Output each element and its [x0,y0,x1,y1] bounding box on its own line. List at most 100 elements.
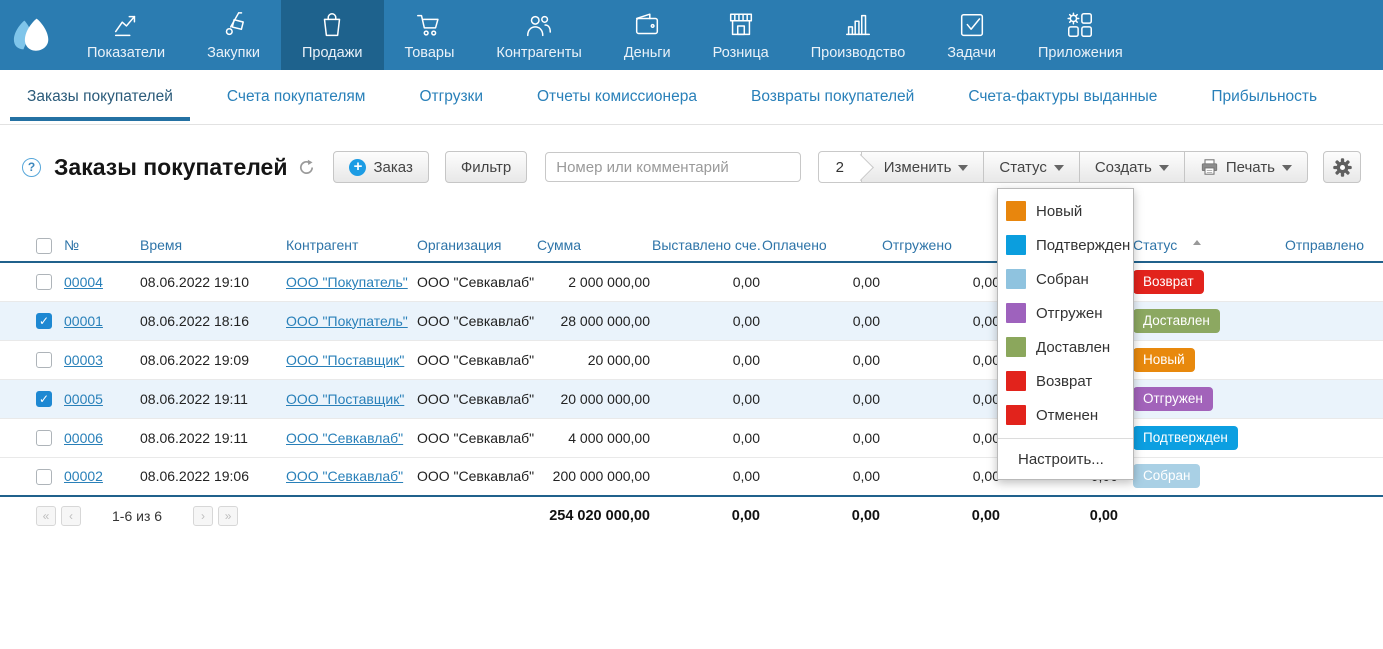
caret-down-icon [1282,165,1292,171]
section-tab[interactable]: Счета-фактуры выданные [941,70,1184,124]
table-row[interactable]: 00003 08.06.2022 19:09 ООО "Поставщик" О… [0,340,1383,380]
order-number-link[interactable]: 00002 [64,468,103,485]
status-color-swatch [1006,303,1026,323]
nav-item[interactable]: Производство [790,0,927,70]
col-header-sum[interactable]: Сумма [537,229,652,263]
nav-item[interactable]: Продажи [280,0,384,70]
col-header-time[interactable]: Время [140,229,286,263]
status-menu-item[interactable]: Отменен [998,398,1133,432]
nav-item[interactable]: Задачи [926,0,1017,70]
status-menu-item[interactable]: Отгружен [998,296,1133,330]
paid-cell: 0,00 [762,340,882,380]
col-header-sent[interactable]: Отправлено [1280,229,1383,263]
last-page-button[interactable]: » [218,505,239,526]
organization-cell: ООО "Севкавлаб" [417,340,537,380]
status-badge: Подтвержден [1133,425,1238,450]
order-number-link[interactable]: 00006 [64,429,103,446]
counterparty-link[interactable]: ООО "Покупатель" [286,312,408,329]
row-checkbox[interactable] [36,274,52,291]
row-checkbox[interactable] [36,352,52,369]
counterparty-link[interactable]: ООО "Севкавлаб" [286,468,404,485]
status-dropdown-button[interactable]: Статус [983,151,1080,183]
table-row[interactable]: 00002 08.06.2022 19:06 ООО "Севкавлаб" О… [0,457,1383,497]
nav-item[interactable]: Деньги [603,0,692,70]
order-time: 08.06.2022 19:11 [140,418,286,458]
row-checkbox[interactable] [36,313,52,330]
select-all-checkbox[interactable] [36,237,52,254]
first-page-button[interactable]: « [36,505,56,526]
counterparty-link[interactable]: ООО "Поставщик" [286,390,405,407]
status-menu-item[interactable]: Доставлен [998,330,1133,364]
top-navigation: Показатели Закупки Продажи Товары Контра… [0,0,1383,70]
counterparty-link[interactable]: ООО "Поставщик" [286,351,405,368]
nav-item[interactable]: Контрагенты [475,0,602,70]
print-dropdown-button[interactable]: Печать [1183,151,1308,183]
order-number-link[interactable]: 00004 [64,273,103,290]
col-header-number[interactable]: № [64,229,140,263]
help-icon[interactable]: ? [22,157,41,177]
status-menu-item-label: Новый [1036,202,1083,220]
col-header-shipped[interactable]: Отгружено [882,229,1002,263]
organization-cell: ООО "Севкавлаб" [417,262,537,302]
section-tab[interactable]: Отчеты комиссионера [510,70,724,124]
col-header-status[interactable]: Статус [1120,229,1280,263]
section-tab[interactable]: Прибыльность [1184,70,1344,124]
table-row[interactable]: 00004 08.06.2022 19:10 ООО "Покупатель" … [0,262,1383,302]
invoiced-cell: 0,00 [652,340,762,380]
table-row[interactable]: 00001 08.06.2022 18:16 ООО "Покупатель" … [0,301,1383,341]
money-icon [632,10,662,40]
filter-button[interactable]: Фильтр [444,151,528,183]
table-row[interactable]: 00005 08.06.2022 19:11 ООО "Поставщик" О… [0,379,1383,419]
edit-dropdown-button[interactable]: Изменить [860,151,985,183]
order-number-link[interactable]: 00001 [64,312,103,329]
organization-cell: ООО "Севкавлаб" [417,379,537,419]
col-header-invoiced[interactable]: Выставлено сче... [652,229,762,263]
new-order-button[interactable]: + Заказ [333,151,429,183]
status-color-swatch [1006,371,1026,391]
app-logo[interactable] [0,0,66,70]
row-checkbox[interactable] [36,430,52,447]
sum-cell: 28 000 000,00 [537,301,652,341]
section-tab-label: Счета-фактуры выданные [968,88,1158,105]
next-page-button[interactable]: › [193,505,214,526]
invoiced-cell: 0,00 [652,301,762,341]
create-dropdown-button[interactable]: Создать [1078,151,1185,183]
nav-item-label: Показатели [87,44,166,61]
section-tab[interactable]: Заказы покупателей [0,70,200,124]
refresh-icon[interactable] [298,159,315,176]
status-menu-item[interactable]: Возврат [998,364,1133,398]
sort-ascending-icon [1193,240,1202,245]
sum-cell: 200 000 000,00 [537,457,652,497]
col-header-organization[interactable]: Организация [417,229,537,263]
row-checkbox[interactable] [36,468,52,485]
col-header-paid[interactable]: Оплачено [762,229,882,263]
logo-icon [13,18,49,51]
section-tab[interactable]: Отгрузки [392,70,510,124]
nav-item[interactable]: Закупки [186,0,281,70]
counterparty-link[interactable]: ООО "Севкавлаб" [286,429,404,446]
order-number-link[interactable]: 00005 [64,390,103,407]
row-checkbox[interactable] [36,391,52,408]
section-tab-label: Отгрузки [419,88,483,105]
nav-item[interactable]: Розница [692,0,790,70]
section-tab[interactable]: Возвраты покупателей [724,70,941,124]
nav-items: Показатели Закупки Продажи Товары Контра… [66,0,1144,70]
nav-item[interactable]: Приложения [1017,0,1144,70]
search-input[interactable] [545,152,802,182]
nav-item[interactable]: Товары [384,0,476,70]
prev-page-button[interactable]: ‹ [61,505,81,526]
counterparty-link[interactable]: ООО "Покупатель" [286,273,408,290]
col-header-counterparty[interactable]: Контрагент [286,229,417,263]
status-menu-item[interactable]: Подтвержден [998,228,1133,262]
nav-item[interactable]: Показатели [66,0,186,70]
section-tab[interactable]: Счета покупателям [200,70,393,124]
order-number-link[interactable]: 00003 [64,351,103,368]
status-menu-item[interactable]: Новый [998,194,1133,228]
status-menu-item[interactable]: Собран [998,262,1133,296]
shipped-cell: 0,00 [882,457,1002,497]
settings-gear-button[interactable] [1323,151,1361,183]
table-row[interactable]: 00006 08.06.2022 19:11 ООО "Севкавлаб" О… [0,418,1383,458]
nav-item-label: Контрагенты [496,44,582,61]
sum-cell: 2 000 000,00 [537,262,652,302]
status-configure-item[interactable]: Настроить... [1018,450,1104,468]
